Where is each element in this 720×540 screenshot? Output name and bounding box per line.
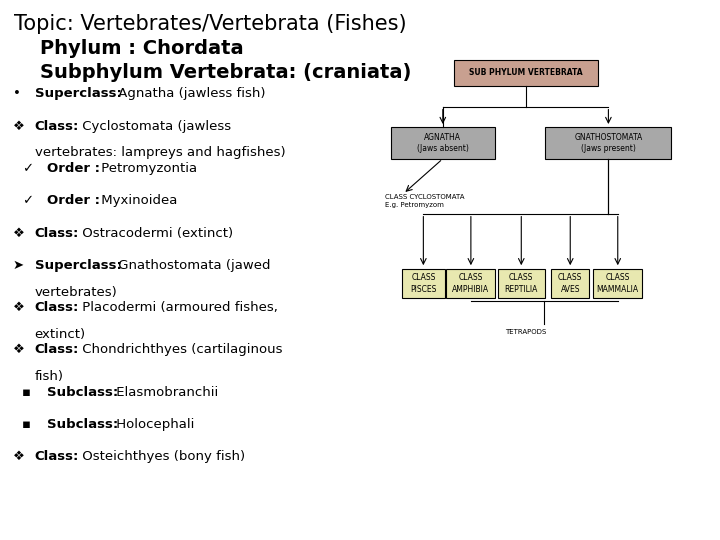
Text: Subclass:: Subclass: (47, 418, 118, 431)
Text: ❖: ❖ (13, 301, 24, 314)
Text: ▪: ▪ (22, 386, 30, 399)
Text: Subclass:: Subclass: (47, 386, 118, 399)
Text: •: • (13, 87, 21, 100)
Text: ❖: ❖ (13, 343, 24, 356)
Text: ❖: ❖ (13, 450, 24, 463)
FancyBboxPatch shape (546, 127, 671, 159)
Text: Petromyzontia: Petromyzontia (97, 162, 197, 175)
Text: CLASS
MAMMALIA: CLASS MAMMALIA (597, 273, 639, 294)
Text: Class:: Class: (35, 227, 79, 240)
Text: GNATHOSTOMATA
(Jaws present): GNATHOSTOMATA (Jaws present) (575, 133, 642, 153)
Text: Class:: Class: (35, 450, 79, 463)
Text: CLASS CYCLOSTOMATA
E.g. Petromyzom: CLASS CYCLOSTOMATA E.g. Petromyzom (385, 194, 464, 208)
Text: Placodermi (armoured fishes,: Placodermi (armoured fishes, (78, 301, 278, 314)
Text: ✓: ✓ (22, 162, 32, 175)
Text: Elasmobranchii: Elasmobranchii (112, 386, 218, 399)
Text: CLASS
AMPHIBIA: CLASS AMPHIBIA (452, 273, 490, 294)
FancyBboxPatch shape (390, 127, 495, 159)
Text: extinct): extinct) (35, 328, 86, 341)
Text: ➤: ➤ (13, 259, 24, 272)
FancyBboxPatch shape (498, 269, 544, 298)
Text: Class:: Class: (35, 301, 79, 314)
Text: ❖: ❖ (13, 227, 24, 240)
Text: Class:: Class: (35, 343, 79, 356)
Text: CLASS
AVES: CLASS AVES (558, 273, 582, 294)
Text: Agnatha (jawless fish): Agnatha (jawless fish) (114, 87, 265, 100)
Text: Gnathostomata (jawed: Gnathostomata (jawed (114, 259, 270, 272)
Text: AGNATHA
(Jaws absent): AGNATHA (Jaws absent) (417, 133, 469, 153)
Text: SUB PHYLUM VERTEBRATA: SUB PHYLUM VERTEBRATA (469, 69, 582, 77)
FancyBboxPatch shape (593, 269, 642, 298)
Text: Holocephali: Holocephali (112, 418, 194, 431)
Text: Cyclostomata (jawless: Cyclostomata (jawless (78, 120, 231, 133)
Text: Order :: Order : (47, 162, 100, 175)
Text: Class:: Class: (35, 120, 79, 133)
Text: CLASS
REPTILIA: CLASS REPTILIA (505, 273, 538, 294)
Text: ▪: ▪ (22, 418, 30, 431)
FancyBboxPatch shape (552, 269, 590, 298)
FancyBboxPatch shape (446, 269, 495, 298)
Text: Chondrichthyes (cartilaginous: Chondrichthyes (cartilaginous (78, 343, 282, 356)
Text: vertebrates: lampreys and hagfishes): vertebrates: lampreys and hagfishes) (35, 146, 285, 159)
Text: ✓: ✓ (22, 194, 32, 207)
Text: Superclass:: Superclass: (35, 87, 122, 100)
FancyBboxPatch shape (402, 269, 445, 298)
Text: Ostracodermi (extinct): Ostracodermi (extinct) (78, 227, 233, 240)
Text: Osteichthyes (bony fish): Osteichthyes (bony fish) (78, 450, 245, 463)
Text: Superclass:: Superclass: (35, 259, 122, 272)
Text: CLASS
PISCES: CLASS PISCES (410, 273, 436, 294)
Text: Topic: Vertebrates/Vertebrata (Fishes): Topic: Vertebrates/Vertebrata (Fishes) (14, 14, 407, 33)
Text: fish): fish) (35, 370, 63, 383)
Text: TETRAPODS: TETRAPODS (505, 329, 546, 335)
Text: Myxinoidea: Myxinoidea (97, 194, 178, 207)
Text: vertebrates): vertebrates) (35, 286, 117, 299)
Text: Subphylum Vertebrata: (craniata): Subphylum Vertebrata: (craniata) (40, 63, 411, 82)
FancyBboxPatch shape (454, 60, 598, 86)
Text: Order :: Order : (47, 194, 100, 207)
Text: ❖: ❖ (13, 120, 24, 133)
Text: Phylum : Chordata: Phylum : Chordata (40, 39, 243, 58)
